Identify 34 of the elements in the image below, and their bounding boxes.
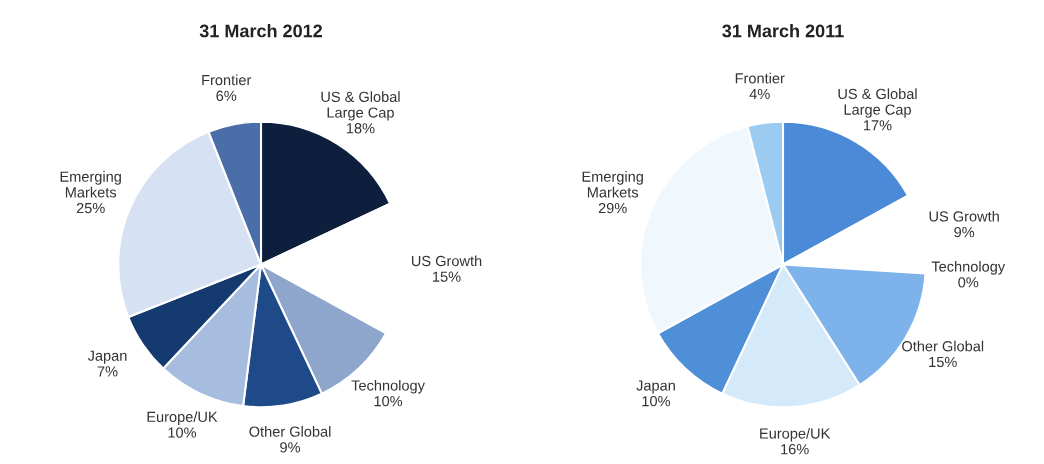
slice-label: US & Global Large Cap [321, 91, 400, 121]
data-label: 10% [642, 396, 671, 407]
slice-label: Japan [636, 380, 675, 394]
slice-label: Frontier [202, 74, 252, 86]
slice-label: US Growth [411, 255, 482, 267]
slice-label: Technology [351, 379, 425, 394]
slice-label: Other Global [249, 426, 331, 437]
data-label: 15% [929, 356, 957, 368]
chart-title: 31 March 2011 [722, 24, 844, 38]
data-label: 7% [97, 366, 118, 377]
data-label: 6% [216, 90, 237, 101]
data-label: 4% [749, 88, 770, 100]
slice-label: Europe/UK [760, 427, 831, 442]
category-label: Technology [931, 261, 1006, 275]
data-label: 9% [954, 226, 975, 238]
data-label: 15% [433, 271, 461, 282]
data-label: 10% [168, 427, 197, 438]
slice-label: Frontier [735, 72, 785, 84]
data-label: 9% [280, 442, 301, 453]
slice-label: Emerging Markets [582, 171, 643, 198]
data-label: 17% [864, 120, 892, 131]
slice-label: Japan [87, 350, 127, 364]
slice-label: Europe/UK [147, 411, 218, 425]
slice-label: Emerging Markets [60, 171, 121, 198]
data-label: 25% [76, 202, 105, 214]
slice-label: US Growth [929, 210, 999, 222]
data-label: 16% [781, 444, 809, 455]
data-label: 29% [598, 202, 627, 214]
data-label: 18% [346, 123, 375, 134]
text: 0% [958, 277, 979, 288]
slice-label: Other Global [902, 340, 984, 352]
data-label: 10% [374, 396, 403, 407]
chart-title: 31 March 2012 [199, 24, 323, 38]
slice-label: US & Global Large Cap [838, 88, 917, 118]
